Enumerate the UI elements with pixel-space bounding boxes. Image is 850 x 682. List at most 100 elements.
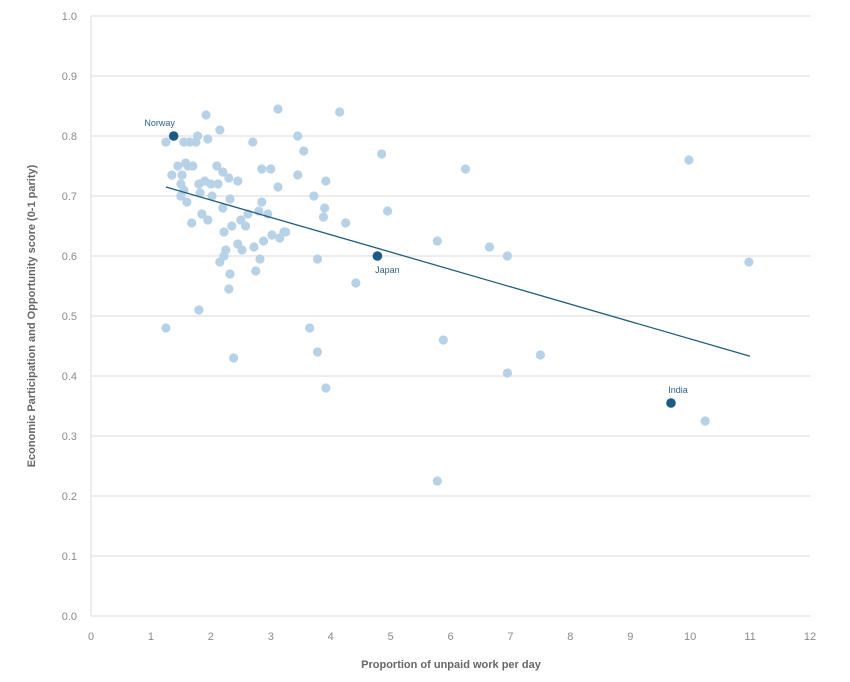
- data-point: [341, 218, 351, 228]
- y-tick-label: 0.8: [62, 131, 77, 143]
- data-point: [273, 104, 283, 114]
- data-point: [299, 146, 309, 156]
- data-point: [188, 161, 198, 171]
- highlight-point: [168, 131, 179, 141]
- highlight-point: [666, 398, 676, 408]
- data-point: [248, 137, 258, 147]
- data-point: [335, 107, 345, 117]
- data-point: [460, 164, 471, 174]
- data-point: [161, 323, 171, 333]
- x-tick-label: 5: [388, 631, 394, 643]
- data-point: [281, 227, 291, 237]
- y-tick-label: 0.0: [62, 611, 77, 623]
- y-tick-label: 0.7: [62, 191, 77, 203]
- data-point: [382, 206, 393, 216]
- data-point: [227, 221, 237, 231]
- data-point: [744, 257, 754, 267]
- x-tick-label: 7: [507, 631, 513, 643]
- x-axis-ticks: 0 1 2 3 4 5 6 7 8 9 10 11 12: [88, 631, 816, 643]
- data-point: [173, 161, 183, 171]
- trend-line: [165, 186, 751, 357]
- data-point: [224, 284, 234, 294]
- data-point: [218, 203, 228, 213]
- x-tick-label: 12: [804, 631, 816, 643]
- data-point: [229, 353, 239, 363]
- x-tick-label: 4: [328, 631, 334, 643]
- data-point: [432, 236, 442, 246]
- highlight-point: [372, 251, 383, 261]
- x-tick-label: 10: [684, 631, 696, 643]
- data-point: [206, 179, 216, 189]
- x-tick-label: 6: [447, 631, 453, 643]
- data-point: [233, 176, 243, 186]
- data-point: [502, 368, 513, 378]
- x-axis-title: Proportion of unpaid work per day: [361, 659, 542, 671]
- data-point: [161, 137, 171, 147]
- highlight-label: Japan: [375, 265, 400, 275]
- data-point: [321, 176, 331, 186]
- data-point: [251, 266, 261, 276]
- data-point: [219, 251, 229, 261]
- x-tick-label: 3: [268, 631, 274, 643]
- data-point: [305, 323, 315, 333]
- data-point: [312, 347, 323, 357]
- data-point: [193, 131, 203, 141]
- data-point: [700, 416, 710, 426]
- data-point: [320, 203, 330, 213]
- data-point: [203, 215, 213, 225]
- data-point: [309, 191, 319, 201]
- data-point: [207, 191, 217, 201]
- data-point: [484, 242, 495, 252]
- y-axis-ticks: 0.0 0.1 0.2 0.3 0.4 0.5 0.6 0.7 0.8 0.9 1.0: [62, 11, 77, 623]
- grid-lines: [90, 15, 810, 617]
- x-tick-label: 9: [627, 631, 633, 643]
- y-tick-label: 0.1: [62, 551, 77, 563]
- data-point: [312, 254, 323, 264]
- data-point: [187, 218, 197, 228]
- data-point: [195, 188, 205, 198]
- data-point: [182, 197, 192, 207]
- y-tick-label: 0.4: [62, 371, 77, 383]
- data-point: [225, 194, 235, 204]
- x-tick-label: 8: [567, 631, 573, 643]
- data-point: [351, 278, 361, 288]
- data-point: [177, 170, 187, 180]
- data-point: [219, 227, 229, 237]
- data-point: [321, 383, 331, 393]
- data-point: [293, 170, 303, 180]
- data-point: [318, 212, 329, 222]
- data-point: [213, 179, 223, 189]
- y-tick-label: 0.5: [62, 311, 77, 323]
- data-point: [240, 221, 251, 231]
- data-point: [194, 305, 204, 315]
- x-tick-label: 1: [148, 631, 154, 643]
- data-point: [218, 167, 228, 177]
- y-tick-label: 0.2: [62, 491, 77, 503]
- data-points: [161, 104, 754, 486]
- data-point: [212, 161, 222, 171]
- data-point: [215, 125, 225, 135]
- data-point: [266, 164, 276, 174]
- x-tick-label: 0: [88, 631, 94, 643]
- data-point: [203, 134, 213, 144]
- x-tick-label: 11: [744, 631, 755, 643]
- y-tick-label: 1.0: [62, 11, 77, 23]
- highlight-label: Norway: [144, 118, 175, 128]
- data-point: [432, 476, 442, 486]
- data-point: [258, 236, 269, 246]
- data-point: [257, 197, 267, 207]
- data-point: [267, 230, 277, 240]
- y-tick-label: 0.9: [62, 71, 77, 83]
- data-point: [237, 245, 247, 255]
- y-tick-label: 0.6: [62, 251, 77, 263]
- x-tick-label: 2: [208, 631, 214, 643]
- data-point: [273, 182, 283, 192]
- data-point: [438, 335, 448, 345]
- data-point: [167, 170, 177, 180]
- data-point: [293, 131, 303, 141]
- data-point: [224, 173, 234, 183]
- data-point: [201, 110, 211, 120]
- data-point: [255, 254, 265, 264]
- data-point: [257, 164, 267, 174]
